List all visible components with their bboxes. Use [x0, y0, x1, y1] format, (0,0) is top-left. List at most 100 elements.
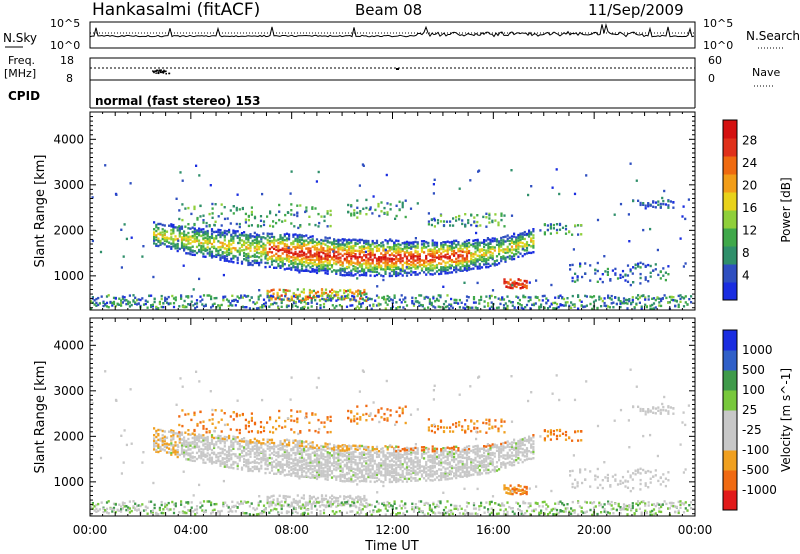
- data-cell: [223, 239, 226, 242]
- data-cell: [506, 237, 509, 240]
- data-cell: [634, 263, 637, 267]
- data-cell: [247, 444, 250, 447]
- data-cell: [161, 234, 164, 237]
- data-cell: [337, 464, 340, 467]
- data-cell: [435, 245, 439, 248]
- data-cell: [176, 443, 179, 447]
- data-cell: [198, 440, 201, 443]
- data-cell: [247, 252, 250, 255]
- data-cell: [281, 259, 284, 262]
- data-cell: [388, 272, 391, 275]
- data-cell: [293, 213, 296, 217]
- data-cell: [418, 260, 421, 264]
- data-cell: [388, 264, 391, 267]
- data-cell: [180, 236, 184, 239]
- data-cell: [303, 264, 306, 267]
- data-cell: [363, 245, 366, 248]
- data-cell: [382, 450, 385, 453]
- data-cell: [298, 269, 301, 272]
- data-cell: [335, 246, 338, 249]
- data-cell: [354, 473, 357, 476]
- data-cell: [221, 245, 224, 249]
- data-cell: [455, 239, 458, 242]
- data-cell: [215, 440, 218, 444]
- data-cell: [313, 240, 316, 244]
- data-cell: [438, 460, 441, 463]
- data-cell: [399, 478, 402, 481]
- data-cell: [465, 262, 469, 266]
- data-cell: [517, 255, 520, 258]
- data-cell: [335, 461, 338, 464]
- data-cell: [311, 470, 314, 474]
- data-cell: [221, 458, 224, 461]
- data-cell: [215, 234, 218, 238]
- data-cell: [386, 259, 389, 262]
- data-cell: [252, 301, 255, 304]
- data-cell: [307, 249, 310, 252]
- data-cell: [543, 294, 546, 298]
- data-cell: [464, 307, 467, 310]
- data-cell: [453, 254, 456, 257]
- data-cell: [395, 257, 398, 260]
- data-cell: [290, 213, 293, 216]
- data-cell: [576, 275, 579, 278]
- data-cell: [500, 259, 503, 263]
- data-cell: [504, 302, 507, 305]
- data-cell: [410, 247, 413, 250]
- data-cell: [577, 224, 580, 227]
- data-cell: [631, 298, 634, 302]
- data-cell: [511, 301, 514, 304]
- data-cell: [455, 270, 458, 274]
- data-cell: [440, 472, 443, 475]
- data-cell: [632, 281, 635, 284]
- data-cell: [282, 298, 285, 301]
- data-cell: [465, 260, 469, 264]
- data-cell: [324, 271, 327, 275]
- data-cell: [600, 305, 603, 308]
- data-cell: [457, 241, 460, 244]
- data-cell: [249, 261, 252, 265]
- data-cell: [193, 230, 196, 234]
- data-cell: [174, 226, 177, 229]
- data-cell: [153, 439, 156, 442]
- data-cell: [468, 245, 471, 248]
- data-cell: [313, 246, 316, 249]
- data-cell: [418, 466, 421, 470]
- data-cell: [112, 300, 116, 304]
- data-cell: [450, 248, 454, 251]
- data-cell: [228, 228, 231, 232]
- data-cell: [187, 235, 190, 238]
- data-cell: [341, 254, 344, 257]
- data-cell: [543, 231, 546, 234]
- data-cell: [352, 244, 355, 248]
- data-cell: [373, 451, 376, 454]
- data-cell: [616, 277, 620, 280]
- data-cell: [455, 266, 458, 269]
- data-cell: [217, 459, 220, 463]
- data-cell: [347, 296, 350, 299]
- data-cell: [322, 305, 326, 309]
- data-cell: [354, 241, 357, 245]
- data-cell: [249, 255, 252, 258]
- data-cell: [155, 307, 158, 310]
- data-cell: [309, 447, 312, 450]
- data-cell: [191, 240, 194, 243]
- data-cell: [318, 463, 321, 466]
- data-cell: [223, 465, 226, 468]
- nsky-panel: N.Sky 10^5 10^0 10^5 10^0 N.Search: [3, 17, 800, 52]
- freq-point: [162, 71, 165, 73]
- data-cell: [498, 240, 501, 243]
- data-cell: [448, 244, 451, 248]
- data-cell: [398, 200, 401, 203]
- data-cell: [532, 236, 535, 240]
- data-cell: [493, 262, 496, 265]
- data-cell: [223, 445, 226, 448]
- data-cell: [109, 301, 112, 304]
- data-cell: [225, 436, 229, 439]
- data-cell: [369, 206, 372, 209]
- data-cell: [102, 301, 105, 304]
- data-cell: [403, 467, 406, 471]
- data-cell: [200, 234, 203, 238]
- data-cell: [303, 463, 306, 466]
- data-cell: [423, 246, 426, 249]
